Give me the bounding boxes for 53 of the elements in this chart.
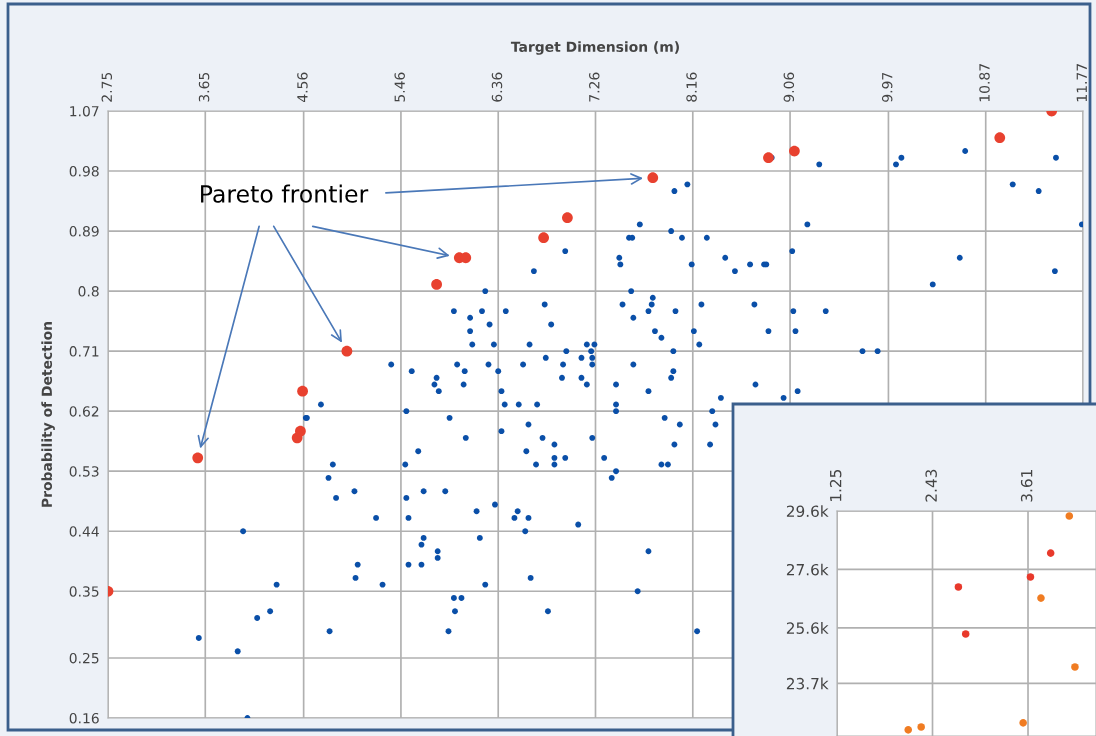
point	[954, 583, 963, 591]
y-tick-label: 0.25	[69, 652, 99, 664]
point	[192, 452, 204, 464]
point	[647, 172, 659, 184]
x-tick-label: 3.65	[198, 72, 210, 102]
x-tick-label: 9.97	[881, 72, 893, 102]
point	[1026, 573, 1035, 581]
point	[431, 279, 442, 290]
y-tick-label: 0.71	[69, 346, 99, 357]
x-tick-label: 3.61	[1020, 470, 1033, 502]
point	[562, 212, 573, 224]
x-axis-title: Target Dimension (m)	[510, 41, 679, 55]
x-tick-label: 2.75	[101, 72, 113, 102]
point	[1037, 594, 1045, 602]
x-tick-label: 7.26	[589, 72, 600, 102]
x-tick-label: 5.46	[394, 72, 405, 102]
x-tick-label: 1.25	[829, 469, 842, 501]
y-tick-label: 0.44	[69, 526, 99, 537]
point	[1071, 663, 1079, 671]
y-tick-label: 0.35	[69, 586, 99, 597]
point	[341, 345, 353, 357]
x-tick-label: 8.16	[686, 72, 697, 102]
y-tick-label: 0.53	[69, 466, 99, 477]
point	[297, 385, 308, 397]
point	[763, 152, 774, 164]
x-tick-label: 10.87	[979, 64, 990, 102]
point	[994, 132, 1006, 144]
y-tick-label: 27.6k	[786, 563, 829, 576]
point	[1019, 719, 1027, 727]
x-tick-label: 9.06	[783, 72, 795, 102]
point	[538, 232, 549, 244]
point	[789, 145, 800, 157]
y-tick-label: 23.7k	[786, 677, 829, 690]
point	[295, 425, 306, 437]
point	[917, 723, 925, 731]
point	[904, 726, 913, 734]
x-tick-label: 2.43	[925, 469, 937, 502]
y-tick-label: 0.89	[69, 226, 99, 237]
x-tick-label: 6.36	[491, 72, 503, 102]
y-tick-label: 0.98	[69, 166, 99, 177]
point	[1065, 512, 1074, 520]
y-tick-label: 25.6k	[786, 622, 829, 634]
point	[1046, 549, 1055, 557]
point	[961, 630, 970, 638]
y-tick-label: 0.16	[69, 712, 99, 724]
y-tick-label: 29.6k	[786, 505, 829, 518]
y-axis-title: Probability of Detection	[41, 322, 55, 507]
y-tick-label: 0.62	[69, 406, 99, 417]
y-tick-label: 0.8	[78, 286, 99, 297]
x-tick-label: 11.77	[1076, 64, 1087, 102]
annotation: Pareto frontier	[201, 184, 369, 203]
x-tick-label: 4.56	[297, 72, 308, 102]
y-tick-label: 1.07	[70, 105, 99, 117]
